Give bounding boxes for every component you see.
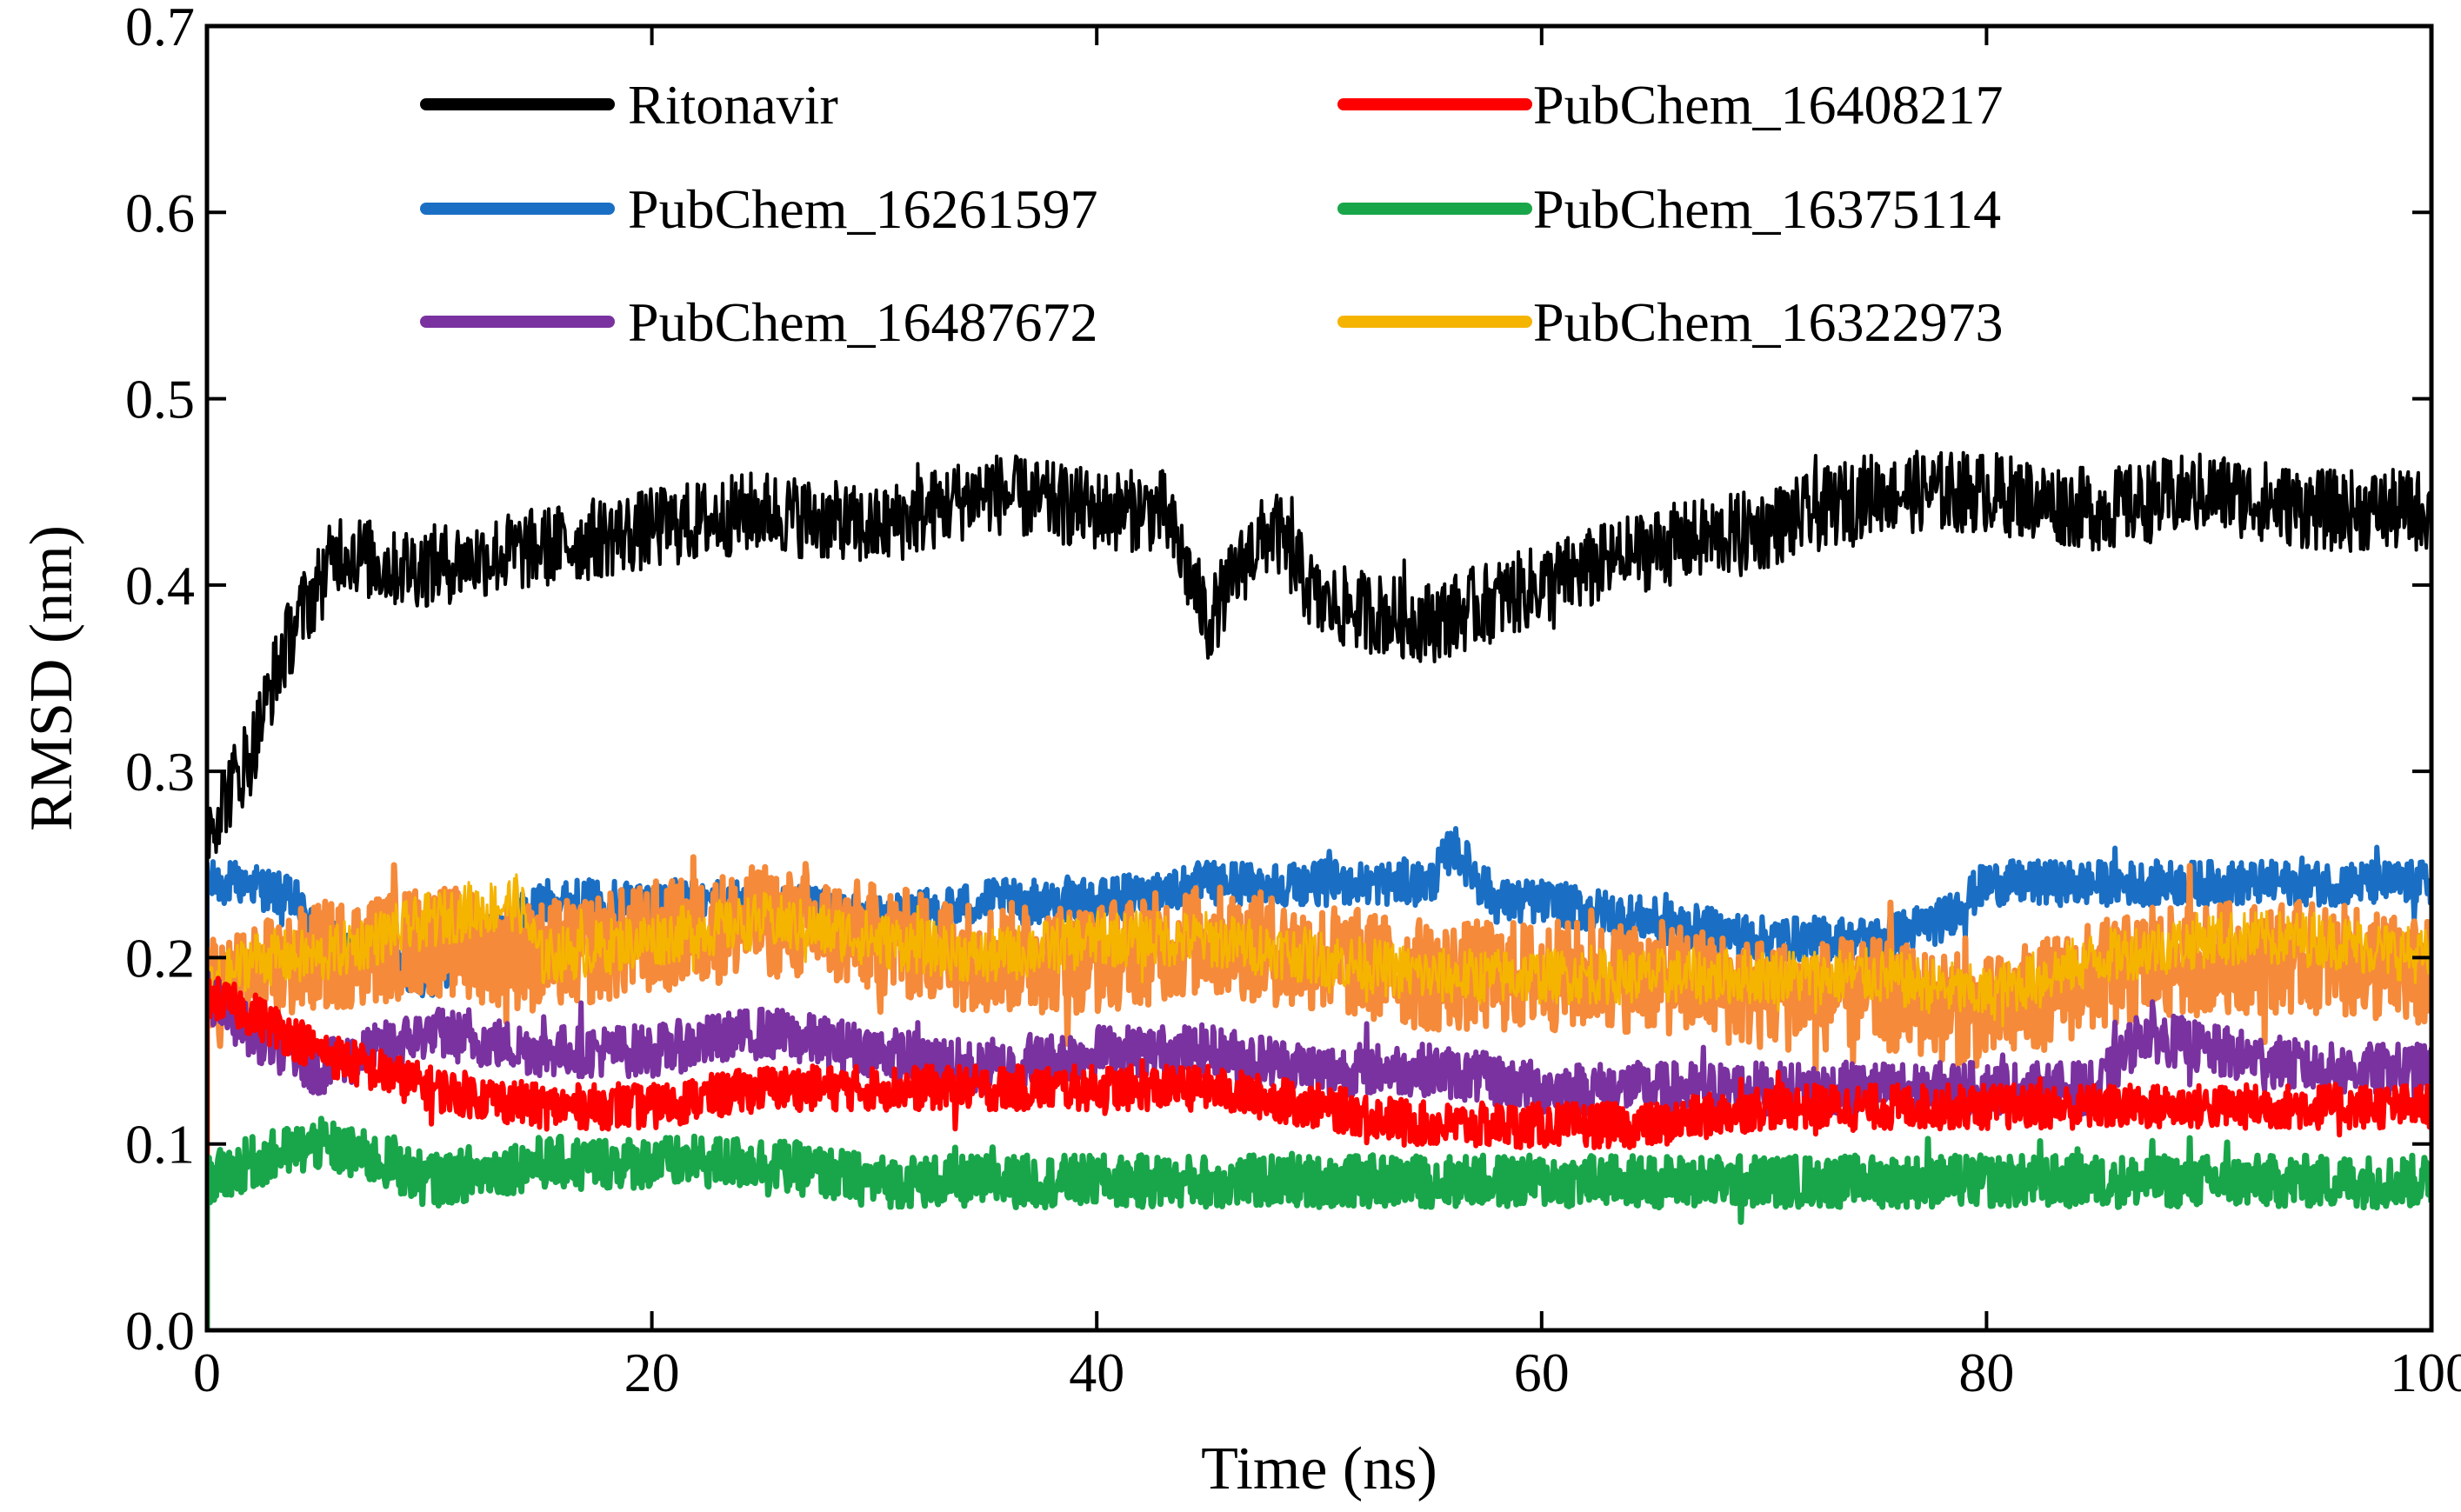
y-tick-label: 0.5 bbox=[125, 369, 195, 430]
x-axis-title: Time (ns) bbox=[1201, 1435, 1437, 1502]
legend-label: PubChem_16261597 bbox=[628, 178, 1097, 240]
legend-label: Ritonavir bbox=[628, 74, 838, 136]
y-tick-label: 0.7 bbox=[125, 0, 195, 57]
x-tick-label: 0 bbox=[193, 1342, 221, 1403]
x-tick-label: 40 bbox=[1069, 1342, 1124, 1403]
legend-label: PubChem_16322973 bbox=[1533, 291, 2003, 353]
y-tick-label: 0.6 bbox=[125, 182, 195, 243]
y-tick-label: 0.0 bbox=[125, 1300, 195, 1362]
x-tick-label: 60 bbox=[1514, 1342, 1570, 1403]
tick-layer: 0 20 40 60 80 100 0.0 0.1 0.2 0.3 0.4 0.5 0.6 0.7 bbox=[125, 0, 2461, 1403]
y-axis-title: RMSD (nm) bbox=[18, 525, 85, 831]
series-line-pubchem_16322973 bbox=[207, 873, 2431, 1330]
y-tick-label: 0.3 bbox=[125, 741, 195, 803]
series-line-ritonavir bbox=[207, 450, 2431, 1330]
series-line-pubchem_16375114 bbox=[207, 1116, 2431, 1330]
legend: Ritonavir PubChem_16408217 PubChem_1626159… bbox=[420, 74, 2003, 353]
x-tick-label: 100 bbox=[2390, 1342, 2461, 1403]
legend-label: PubChem_16375114 bbox=[1533, 178, 2001, 240]
legend-label: PubChem_16408217 bbox=[1533, 74, 2003, 136]
plot-frame bbox=[204, 23, 2434, 1333]
x-tick-label: 80 bbox=[1958, 1342, 2014, 1403]
series-layer bbox=[207, 450, 2431, 1330]
x-tick-label: 20 bbox=[624, 1342, 680, 1403]
series-line-pubchem_16487672 bbox=[207, 970, 2431, 1330]
series-line-pubchem_16261597 bbox=[207, 826, 2431, 1330]
series-line-pubchem_16408217 bbox=[207, 976, 2431, 1330]
y-tick-label: 0.2 bbox=[125, 927, 195, 989]
y-tick-label: 0.1 bbox=[125, 1114, 195, 1176]
legend-label: PubChem_16487672 bbox=[628, 291, 1097, 353]
y-tick-label: 0.4 bbox=[125, 555, 195, 616]
